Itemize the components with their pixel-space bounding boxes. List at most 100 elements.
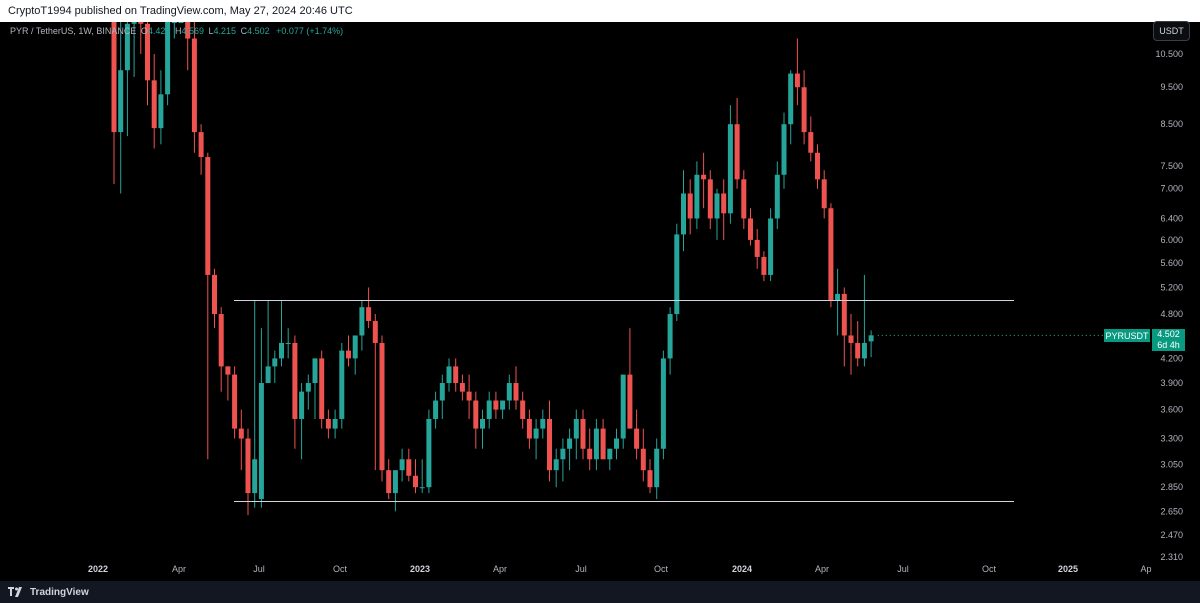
candle-body bbox=[687, 193, 693, 219]
candle-body bbox=[520, 400, 526, 419]
candle-body bbox=[741, 179, 747, 219]
candle bbox=[439, 374, 445, 419]
candle bbox=[205, 152, 211, 460]
candle bbox=[419, 459, 425, 494]
candle bbox=[238, 409, 244, 471]
candle bbox=[413, 459, 418, 494]
price-tick-label: 4.200 bbox=[1160, 353, 1183, 363]
candle bbox=[406, 448, 412, 482]
candle-body bbox=[513, 383, 519, 401]
candle-body bbox=[493, 400, 499, 410]
candle-body bbox=[553, 459, 559, 471]
candle bbox=[272, 350, 278, 384]
candle bbox=[185, 22, 191, 71]
change-value: +0.077 (+1.74%) bbox=[276, 26, 344, 36]
open-value: 4.421 bbox=[147, 26, 171, 36]
candle-body bbox=[205, 157, 211, 275]
candle-body bbox=[165, 22, 171, 95]
candle bbox=[486, 391, 492, 429]
close-value: 4.502 bbox=[247, 26, 270, 36]
candle bbox=[660, 350, 666, 460]
footer-brand: TradingView bbox=[30, 586, 89, 598]
candle-body bbox=[111, 22, 117, 133]
candle-body bbox=[567, 438, 573, 449]
candle bbox=[198, 124, 204, 175]
candle-body bbox=[151, 80, 157, 129]
symbol-title[interactable]: PYR / TetherUS, 1W, BINANCE bbox=[10, 26, 137, 36]
candle bbox=[761, 251, 767, 282]
candle-body bbox=[667, 314, 673, 359]
candle bbox=[841, 287, 847, 367]
candle bbox=[547, 400, 552, 482]
candle-body bbox=[808, 132, 814, 153]
candle-body bbox=[225, 366, 231, 375]
price-tick-label: 3.300 bbox=[1160, 434, 1183, 444]
candle-body bbox=[359, 307, 365, 336]
candle-body bbox=[647, 470, 653, 488]
candle bbox=[553, 448, 559, 488]
candle bbox=[346, 335, 351, 367]
candle bbox=[687, 179, 693, 235]
candle-body bbox=[312, 358, 318, 384]
price-tick-label: 8.500 bbox=[1160, 119, 1183, 129]
last-price-value: 4.502 bbox=[1157, 329, 1180, 339]
price-tick-label: 4.800 bbox=[1160, 309, 1183, 319]
time-tick-label: Jul bbox=[253, 564, 265, 574]
candle-body bbox=[433, 400, 439, 419]
candle-body bbox=[198, 132, 204, 158]
candle-body bbox=[366, 307, 372, 322]
candle bbox=[258, 328, 264, 508]
candle bbox=[707, 170, 713, 230]
price-tick-label: 6.000 bbox=[1160, 235, 1183, 245]
candle bbox=[473, 391, 479, 449]
time-tick-label: 2024 bbox=[732, 564, 752, 574]
symbol-legend[interactable]: PYR / TetherUS, 1W, BINANCE O4.421 H4.56… bbox=[10, 26, 343, 36]
candle-body bbox=[500, 400, 506, 410]
candle-body bbox=[459, 383, 465, 392]
candle bbox=[835, 268, 841, 336]
currency-button[interactable]: USDT bbox=[1153, 21, 1190, 41]
price-axis[interactable]: 10.500 9.500 8.500 7.500 7.000 6.400 6.000 5.60… bbox=[1155, 49, 1183, 562]
candle-body bbox=[654, 448, 660, 488]
candle bbox=[794, 38, 800, 106]
candle-body bbox=[614, 438, 619, 449]
candle-body bbox=[607, 448, 613, 460]
candle-body bbox=[439, 383, 445, 401]
chart-pane[interactable] bbox=[0, 22, 1200, 581]
candle bbox=[513, 366, 519, 410]
candle bbox=[808, 116, 814, 162]
candle-body bbox=[781, 124, 787, 175]
candle bbox=[459, 374, 465, 401]
candle bbox=[285, 328, 291, 359]
candle bbox=[359, 300, 365, 351]
time-tick-label: Jul bbox=[897, 564, 909, 574]
candle-body bbox=[480, 418, 485, 429]
candle-body bbox=[848, 335, 854, 343]
candle-body bbox=[446, 366, 452, 384]
candle-body bbox=[124, 23, 130, 71]
candle bbox=[580, 409, 586, 460]
candle bbox=[232, 366, 238, 439]
candle-body bbox=[714, 193, 720, 219]
candle-body bbox=[191, 38, 197, 133]
candle-body bbox=[580, 418, 586, 449]
candle-body bbox=[721, 193, 727, 214]
time-tick-label: Ap bbox=[1140, 564, 1151, 574]
candle-body bbox=[473, 400, 479, 429]
candle-body bbox=[821, 179, 827, 209]
time-axis[interactable]: 2022 Apr Jul Oct 2023 Apr Jul Oct 2024 Apr Jul Oct 2… bbox=[88, 564, 1152, 574]
time-tick-label: 2023 bbox=[410, 564, 430, 574]
candle-body bbox=[754, 239, 760, 257]
candle bbox=[520, 391, 526, 429]
candle-body bbox=[855, 342, 861, 359]
candle bbox=[218, 307, 224, 392]
candle-body bbox=[681, 193, 686, 235]
candle bbox=[573, 409, 579, 460]
time-tick-label: 2025 bbox=[1058, 564, 1078, 574]
candle bbox=[245, 428, 251, 516]
candle bbox=[741, 170, 747, 230]
candle-body bbox=[801, 87, 807, 133]
candle-body bbox=[774, 174, 780, 219]
candle bbox=[634, 409, 640, 460]
